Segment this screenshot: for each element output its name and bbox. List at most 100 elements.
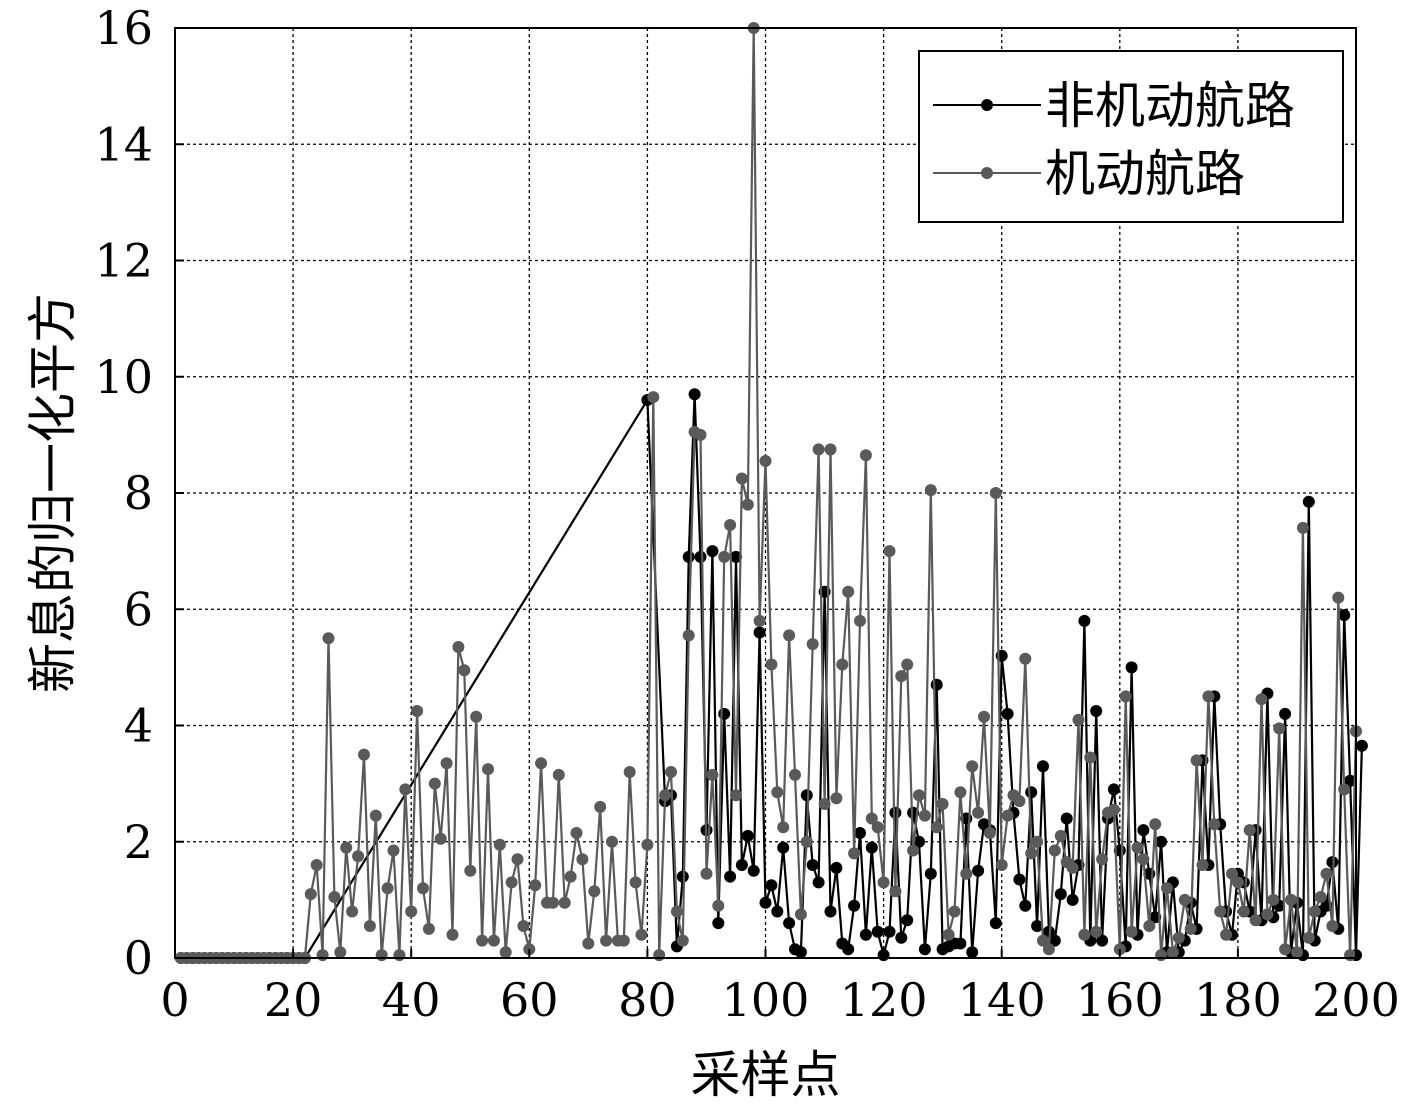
data-point — [665, 766, 677, 778]
y-tick-label: 12 — [94, 234, 153, 288]
data-point — [1019, 899, 1032, 912]
data-point — [1302, 931, 1315, 944]
data-point — [334, 946, 347, 959]
data-point — [1267, 893, 1280, 906]
data-point — [1226, 867, 1238, 880]
data-point — [883, 925, 896, 938]
data-point — [978, 710, 990, 723]
data-point — [777, 841, 790, 854]
data-point — [1137, 824, 1150, 837]
data-point — [688, 388, 701, 401]
data-point — [1255, 693, 1268, 706]
y-tick-label: 4 — [124, 699, 153, 753]
data-point — [960, 867, 973, 880]
data-point — [1066, 861, 1079, 874]
data-point — [1208, 818, 1221, 831]
data-point — [623, 766, 636, 778]
data-point — [576, 853, 589, 866]
x-tick-label: 100 — [722, 973, 810, 1027]
data-point — [1184, 922, 1197, 935]
y-tick-label: 2 — [124, 815, 153, 869]
data-point — [895, 931, 908, 944]
data-point — [1320, 867, 1333, 880]
data-point — [1090, 925, 1103, 938]
data-point — [889, 885, 902, 898]
legend-marker-series-1 — [981, 167, 993, 179]
y-axis-ticks: 0 2 4 6 8 10 12 14 16 — [94, 1, 184, 985]
data-point — [470, 710, 483, 723]
data-point — [771, 905, 784, 918]
data-point — [1125, 925, 1138, 938]
data-point — [948, 905, 961, 918]
data-point — [812, 876, 825, 889]
data-point — [316, 949, 329, 962]
data-point — [676, 870, 689, 883]
data-point — [747, 864, 760, 877]
data-point — [1237, 905, 1250, 918]
x-axis-title: 采样点 — [691, 1046, 841, 1104]
data-point — [375, 949, 388, 962]
data-point — [972, 806, 985, 819]
data-point — [1084, 751, 1097, 764]
x-tick-label: 80 — [618, 973, 677, 1027]
data-point — [517, 920, 530, 932]
data-point — [989, 487, 1002, 499]
data-point — [877, 876, 890, 889]
data-point — [546, 896, 559, 909]
data-point — [417, 882, 429, 895]
data-point — [1025, 786, 1038, 799]
data-point — [735, 472, 748, 485]
data-point — [676, 934, 689, 947]
data-point — [1338, 783, 1351, 796]
data-point — [930, 821, 943, 834]
data-point — [918, 943, 931, 956]
legend-box — [918, 50, 1344, 223]
data-point — [440, 757, 453, 770]
data-point — [806, 638, 819, 651]
x-tick-label: 160 — [1076, 973, 1164, 1027]
data-point — [1107, 783, 1120, 796]
data-point — [824, 905, 837, 918]
data-point — [1078, 928, 1091, 941]
x-tick-label: 180 — [1194, 973, 1282, 1027]
data-point — [824, 443, 837, 456]
data-point — [706, 545, 719, 558]
data-point — [854, 614, 866, 627]
data-point — [1202, 690, 1215, 703]
data-point — [895, 670, 908, 683]
data-point — [1308, 905, 1321, 918]
data-point — [653, 949, 666, 962]
data-point — [913, 835, 925, 848]
data-point — [930, 678, 943, 691]
data-point — [753, 614, 766, 627]
data-point — [883, 545, 896, 558]
data-point — [1037, 934, 1049, 947]
data-point — [983, 827, 996, 839]
data-point — [617, 934, 630, 947]
data-point — [1332, 591, 1345, 604]
data-point — [1338, 609, 1351, 622]
data-point — [600, 934, 613, 947]
data-point — [682, 629, 695, 642]
data-point — [1302, 495, 1315, 508]
data-point — [759, 455, 772, 467]
data-point — [889, 806, 902, 819]
data-point — [552, 768, 565, 781]
data-point — [972, 864, 985, 877]
data-point — [1107, 803, 1120, 816]
data-point — [535, 757, 548, 770]
data-point — [1031, 920, 1044, 932]
data-point — [1042, 943, 1055, 956]
data-point — [1137, 853, 1150, 866]
data-point — [1066, 893, 1079, 906]
data-point — [777, 821, 790, 834]
data-point — [1220, 928, 1233, 941]
data-point — [724, 870, 737, 883]
data-point — [700, 867, 713, 880]
data-point — [1285, 893, 1297, 906]
data-point — [1143, 920, 1156, 932]
data-point — [783, 917, 796, 930]
data-point — [865, 841, 878, 854]
legend-marker-series-0 — [981, 99, 993, 111]
legend: 非机动航路 机动航路 — [918, 50, 1344, 223]
